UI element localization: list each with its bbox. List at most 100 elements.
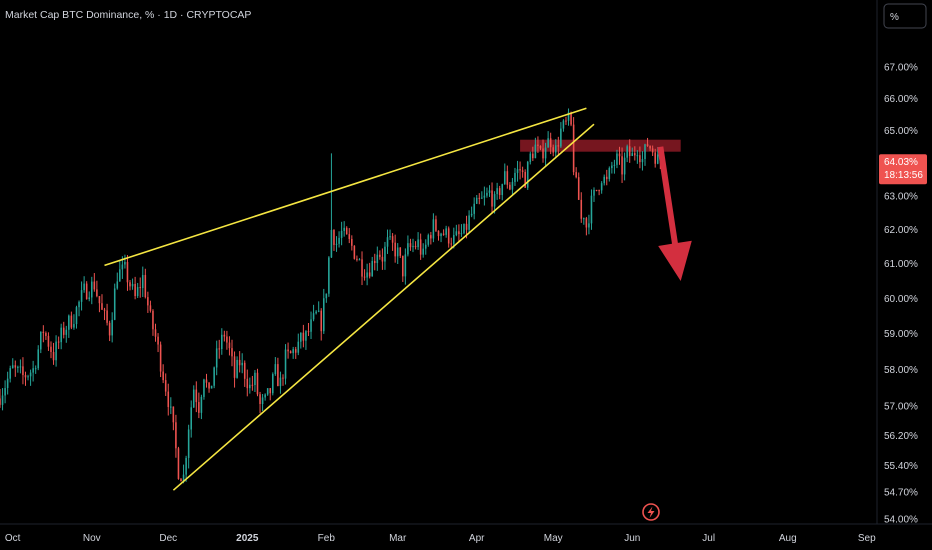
candle-down — [50, 346, 52, 352]
candle-up — [503, 171, 506, 185]
candle-up — [481, 197, 483, 199]
candle-up — [590, 195, 593, 224]
candle-down — [575, 172, 577, 178]
candle-down — [409, 243, 412, 248]
candle-down — [52, 352, 55, 361]
resistance-zone[interactable] — [520, 139, 681, 152]
candle-down — [498, 188, 501, 196]
candle-down — [57, 341, 60, 343]
candle-up — [90, 281, 93, 298]
candle-up — [389, 236, 391, 238]
candle-up — [6, 378, 9, 389]
candle-down — [101, 303, 103, 310]
candle-down — [231, 348, 233, 357]
candle-down — [98, 296, 101, 304]
candle-up — [68, 315, 70, 330]
candle-up — [330, 230, 333, 258]
candle-up — [136, 287, 139, 297]
y-tick-label: 59.00% — [884, 329, 918, 340]
bearish-arrow[interactable] — [657, 146, 692, 281]
candle-down — [348, 234, 351, 239]
candle-down — [70, 315, 73, 328]
candle-down — [458, 231, 460, 235]
candle-down — [85, 283, 88, 300]
lower-trendline[interactable] — [172, 123, 595, 491]
candle-up — [656, 154, 659, 164]
candle-up — [483, 195, 486, 198]
candle-up — [73, 324, 75, 328]
candle-down — [223, 334, 226, 337]
candle-down — [159, 344, 162, 372]
y-tick-label: 66.00% — [884, 94, 918, 105]
candle-up — [422, 248, 424, 255]
candle-up — [412, 245, 414, 248]
candle-up — [600, 183, 603, 191]
candle-up — [468, 215, 470, 230]
price-axis[interactable]: 67.00%66.00%65.00%64.00%63.00%62.00%61.0… — [884, 63, 918, 526]
candle-down — [256, 372, 259, 395]
candle-up — [644, 144, 646, 160]
candle-down — [22, 366, 24, 376]
candle-up — [593, 189, 595, 196]
candle-down — [269, 388, 272, 394]
trendlines-layer — [104, 107, 595, 491]
candle-up — [279, 377, 282, 387]
percent-scale-label: % — [890, 12, 899, 23]
candle-down — [251, 384, 254, 386]
x-tick-label: Jun — [624, 533, 640, 544]
candle-up — [340, 230, 343, 238]
lightning-icon-ring — [642, 503, 660, 521]
y-tick-label: 57.00% — [884, 401, 918, 412]
candle-down — [414, 245, 417, 248]
candle-down — [320, 310, 323, 332]
candle-down — [402, 255, 404, 277]
candle-up — [83, 283, 85, 291]
candle-up — [384, 246, 386, 262]
candle-down — [442, 233, 445, 235]
percent-scale-button[interactable]: % — [883, 3, 927, 29]
candle-up — [221, 334, 223, 350]
candle-down — [103, 309, 106, 311]
price-tag-countdown: 18:13:56 — [884, 170, 923, 181]
candle-down — [62, 327, 65, 335]
candle-down — [580, 199, 583, 219]
candle-up — [463, 223, 465, 234]
candle-down — [147, 297, 149, 306]
candle-up — [312, 313, 315, 320]
lightning-icon-bolt — [647, 506, 655, 518]
candle-up — [284, 349, 287, 379]
candle-up — [514, 172, 516, 182]
candle-up — [501, 184, 504, 196]
candle-up — [60, 327, 62, 343]
candle-up — [113, 288, 116, 320]
candle-down — [598, 190, 600, 192]
x-tick-label: Sep — [858, 533, 876, 544]
candle-down — [491, 190, 493, 207]
y-tick-label: 61.00% — [884, 259, 918, 270]
candle-down — [577, 177, 580, 200]
candle-down — [175, 422, 177, 449]
candle-down — [549, 138, 552, 148]
price-tag-value: 64.03% — [884, 157, 918, 168]
candle-up — [496, 188, 498, 195]
time-axis[interactable]: Oct Nov Dec 2025 Feb Mar Apr May Jun Jul Aug Sep — [5, 533, 876, 544]
upper-trendline[interactable] — [104, 107, 587, 267]
candle-down — [605, 176, 608, 179]
candle-up — [343, 227, 345, 231]
candle-up — [322, 298, 325, 332]
y-tick-label: 55.40% — [884, 461, 918, 472]
candle-down — [399, 247, 402, 256]
candle-down — [289, 351, 292, 354]
candle-down — [450, 243, 453, 245]
lightning-icon[interactable] — [642, 503, 660, 521]
candle-up — [78, 301, 80, 308]
candle-down — [570, 112, 572, 125]
candle-up — [613, 164, 616, 166]
candle-up — [210, 385, 213, 389]
y-tick-label: 54.70% — [884, 488, 918, 499]
candle-up — [631, 153, 634, 157]
candle-down — [228, 342, 231, 349]
candle-up — [396, 247, 399, 257]
